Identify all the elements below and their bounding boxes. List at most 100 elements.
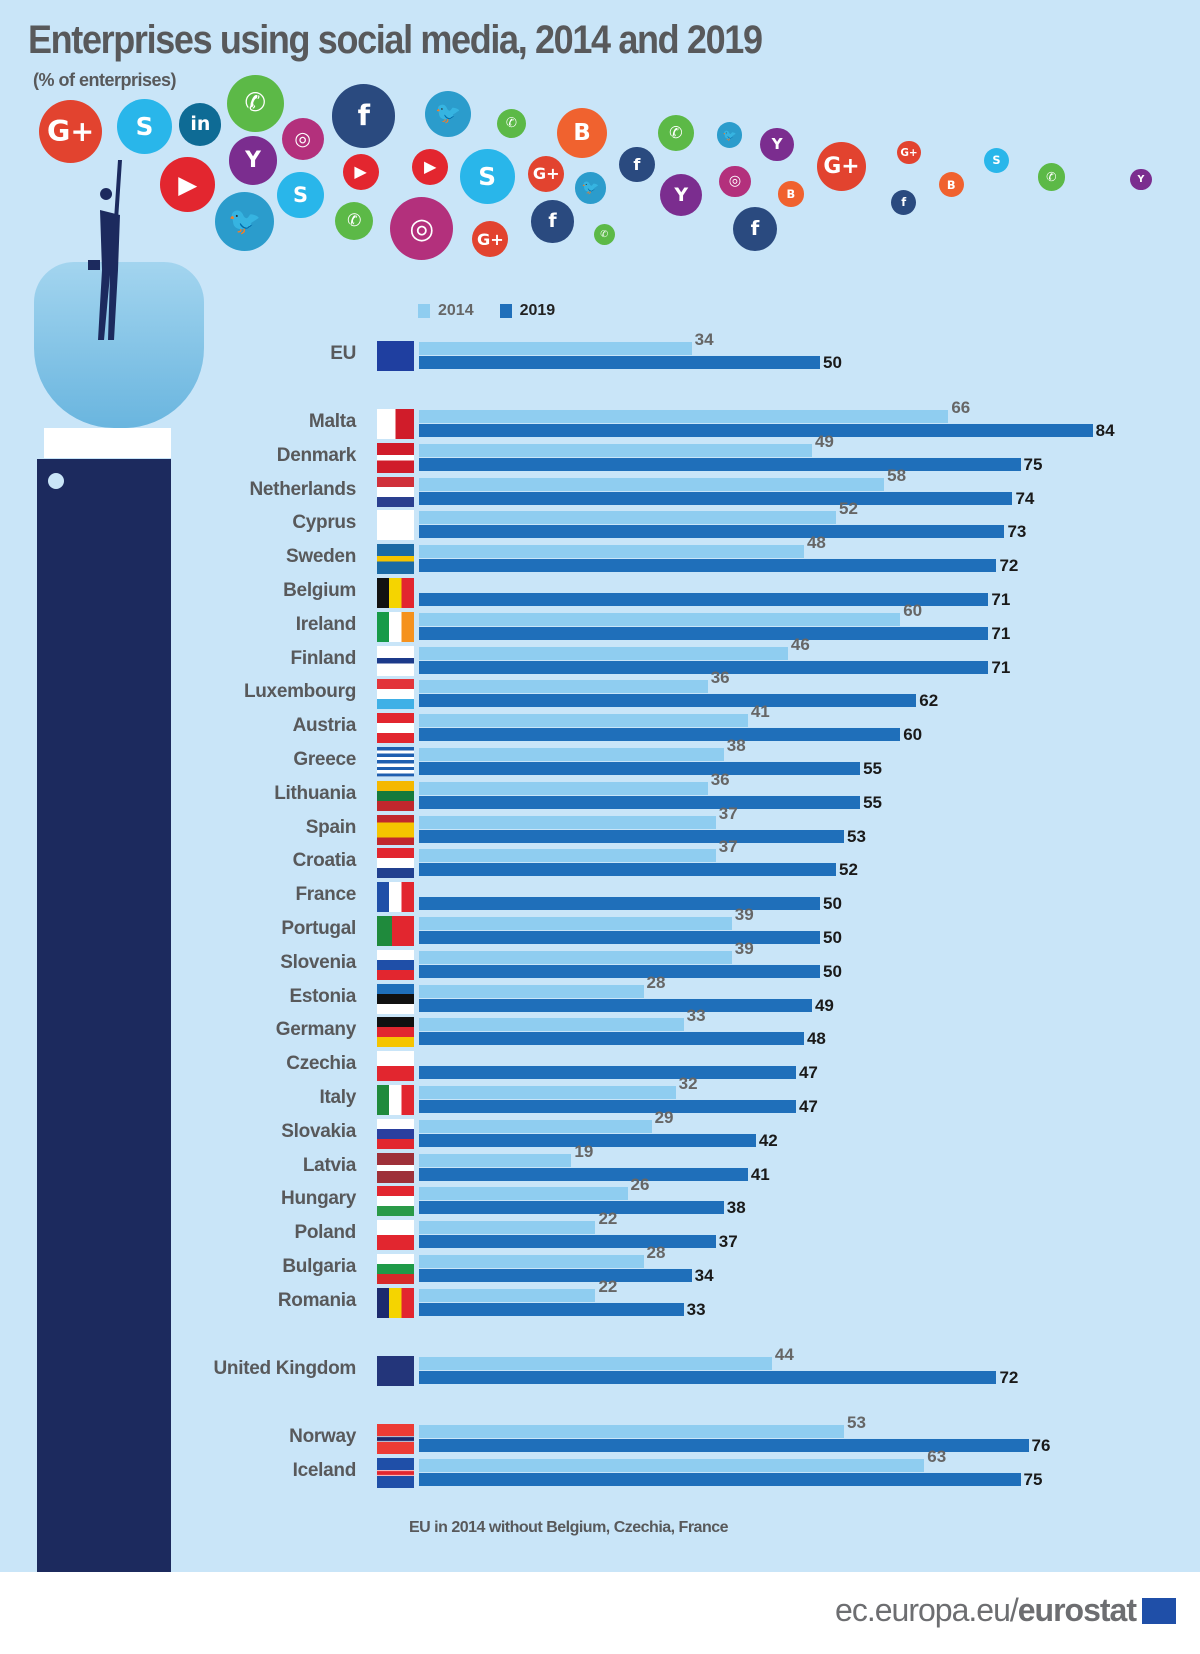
google-plus-icon: G+	[472, 221, 509, 258]
value-label-2014-portugal: 39	[734, 905, 754, 924]
google-plus-icon: G+	[817, 142, 866, 191]
bar-2019-iceland	[419, 1473, 1021, 1486]
flag-icon-norway	[377, 1424, 414, 1454]
yahoo-icon: Y	[660, 173, 703, 217]
category-label-united-kingdom: United Kingdom	[213, 1358, 356, 1379]
flag-icon-germany	[377, 1017, 414, 1048]
bar-2014-netherlands	[419, 477, 885, 491]
value-label-2014-slovenia: 39	[734, 938, 754, 958]
bar-2014-finland	[419, 646, 788, 660]
value-label-2014-cyprus: 52	[839, 499, 858, 519]
flag-icon-eu	[377, 341, 414, 371]
blogger-icon: B	[778, 181, 804, 207]
bar-2019-netherlands	[419, 491, 1013, 505]
value-label-2014-poland: 22	[598, 1209, 618, 1229]
flag-icon-estonia	[377, 983, 414, 1014]
value-label-2014-malta: 66	[951, 398, 971, 417]
value-label-2014-romania: 22	[598, 1276, 618, 1296]
value-label-2014-denmark: 49	[814, 431, 834, 451]
value-label-2014-bulgaria: 28	[646, 1243, 666, 1262]
value-label-2019-slovenia: 50	[823, 961, 842, 981]
value-label-2014-austria: 41	[750, 702, 770, 722]
value-label-2019-malta: 84	[1095, 421, 1115, 440]
bar-2019-belgium	[419, 593, 989, 606]
value-label-2019-slovakia: 42	[758, 1130, 778, 1150]
bar-2014-slovenia	[419, 950, 732, 964]
category-label-cyprus: Cyprus	[292, 512, 356, 534]
bar-2019-slovenia	[419, 964, 820, 978]
bar-2014-united-kingdom	[419, 1357, 772, 1370]
category-label-germany: Germany	[275, 1019, 357, 1041]
google-plus-icon: G+	[897, 141, 921, 165]
chart-subtitle: (% of enterprises)	[33, 70, 177, 90]
bar-2019-denmark	[419, 457, 1021, 471]
bar-2019-romania	[419, 1302, 684, 1316]
eurostat-logo[interactable]: ec.europa.eu/eurostat	[835, 1592, 1176, 1629]
value-label-2014-spain: 37	[718, 803, 738, 823]
value-label-2019-netherlands: 74	[1015, 488, 1035, 508]
bar-2014-croatia	[419, 849, 716, 863]
value-label-2019-hungary: 38	[726, 1198, 746, 1218]
category-label-spain: Spain	[305, 816, 357, 838]
category-label-finland: Finland	[290, 647, 357, 669]
category-label-belgium: Belgium	[283, 580, 356, 601]
bar-2014-malta	[419, 410, 949, 423]
value-label-2019-eu: 50	[823, 353, 842, 372]
linkedin-icon: in	[179, 103, 222, 146]
flag-icon-poland	[377, 1220, 414, 1251]
bar-2019-spain	[419, 829, 845, 843]
category-label-iceland: Iceland	[292, 1460, 357, 1481]
value-label-2014-luxembourg: 36	[710, 668, 730, 688]
value-label-2019-latvia: 41	[750, 1164, 770, 1184]
value-label-2014-greece: 38	[726, 736, 746, 755]
category-label-eu: EU	[330, 343, 356, 364]
value-label-2019-cyprus: 73	[1007, 522, 1027, 542]
category-label-portugal: Portugal	[281, 918, 356, 939]
bar-2014-greece	[419, 748, 724, 761]
category-label-austria: Austria	[292, 715, 357, 737]
category-label-italy: Italy	[319, 1087, 356, 1108]
bar-2019-germany	[419, 1032, 804, 1046]
shirt-cuff-illustration	[44, 428, 171, 458]
category-label-netherlands: Netherlands	[249, 478, 356, 500]
bar-2014-bulgaria	[419, 1255, 644, 1268]
bar-2014-denmark	[419, 443, 812, 457]
flag-icon-netherlands	[377, 476, 414, 507]
category-label-malta: Malta	[308, 411, 356, 432]
value-label-2019-croatia: 52	[839, 860, 858, 880]
bar-2014-luxembourg	[419, 680, 708, 694]
value-label-2019-lithuania: 55	[863, 792, 883, 812]
facebook-icon: f	[332, 84, 396, 148]
yahoo-icon: Y	[228, 136, 278, 185]
value-label-2014-croatia: 37	[718, 837, 738, 857]
value-label-2019-denmark: 75	[1023, 454, 1043, 474]
legend: 2014 2019	[418, 302, 555, 320]
value-label-2014-united-kingdom: 44	[774, 1345, 794, 1364]
bar-2014-slovakia	[419, 1119, 652, 1133]
flag-icon-croatia	[377, 848, 414, 879]
facebook-icon: f	[891, 189, 917, 216]
flag-icon-lithuania	[377, 780, 414, 811]
value-label-2014-netherlands: 58	[887, 465, 907, 485]
category-label-norway: Norway	[289, 1426, 356, 1447]
legend-item-2019: 2019	[499, 302, 555, 320]
bar-2019-cyprus	[419, 525, 1005, 539]
skype-icon: S	[983, 147, 1010, 173]
bar-2019-greece	[419, 762, 861, 775]
flag-icon-czechia	[377, 1051, 414, 1082]
value-label-2014-norway: 53	[847, 1413, 866, 1432]
category-label-bulgaria: Bulgaria	[282, 1256, 356, 1277]
category-label-croatia: Croatia	[292, 850, 357, 872]
value-label-2019-finland: 71	[991, 657, 1011, 677]
bar-2014-spain	[419, 815, 716, 829]
bar-2014-iceland	[419, 1459, 925, 1472]
flag-icon-slovenia	[377, 949, 414, 980]
facebook-icon: f	[531, 200, 574, 243]
google-plus-icon: G+	[528, 156, 565, 192]
value-label-2019-czechia: 47	[798, 1063, 818, 1083]
whatsapp-icon: ✆	[593, 223, 615, 245]
value-label-2014-ireland: 60	[903, 600, 923, 620]
facebook-icon: f	[732, 206, 778, 251]
bar-2014-estonia	[419, 984, 644, 998]
flag-icon-slovakia	[377, 1118, 414, 1149]
